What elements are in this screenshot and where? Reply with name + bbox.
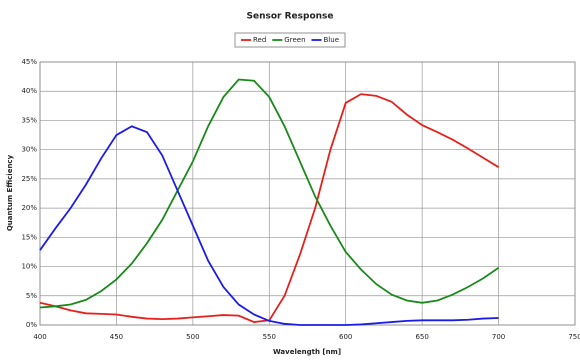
y-tick-label: 5%	[26, 292, 37, 300]
chart-title: Sensor Response	[247, 12, 334, 22]
line-series	[39, 125, 499, 326]
x-tick-label: 650	[415, 333, 428, 341]
legend-label: Blue	[324, 36, 340, 44]
legend: Red Green Blue	[234, 32, 346, 48]
y-tick-label: 10%	[21, 263, 37, 271]
line-series	[39, 78, 500, 309]
y-tick-label: 0%	[26, 321, 37, 329]
x-tick-label: 600	[339, 333, 352, 341]
y-tick-label: 25%	[21, 175, 37, 183]
x-tick-label: 500	[186, 333, 199, 341]
x-tick-label: 450	[110, 333, 123, 341]
y-axis-label: Quantum Efficiency	[6, 154, 14, 231]
y-tick-label: 45%	[21, 58, 37, 66]
plot-frame	[39, 61, 576, 326]
y-tick-label: 35%	[21, 116, 37, 124]
legend-label: Green	[284, 36, 305, 44]
legend-label: Red	[253, 36, 266, 44]
x-tick-label: 700	[492, 333, 505, 341]
x-tick-label: 550	[263, 333, 276, 341]
x-tick-label: 750	[568, 333, 580, 341]
y-tick-label: 30%	[21, 146, 37, 154]
y-tick-label: 40%	[21, 87, 37, 95]
x-tick-label: 400	[33, 333, 46, 341]
y-tick-label: 15%	[21, 233, 37, 241]
legend-box	[234, 32, 346, 48]
x-axis-label: Wavelength [nm]	[273, 348, 341, 356]
y-tick-label: 20%	[21, 204, 37, 212]
